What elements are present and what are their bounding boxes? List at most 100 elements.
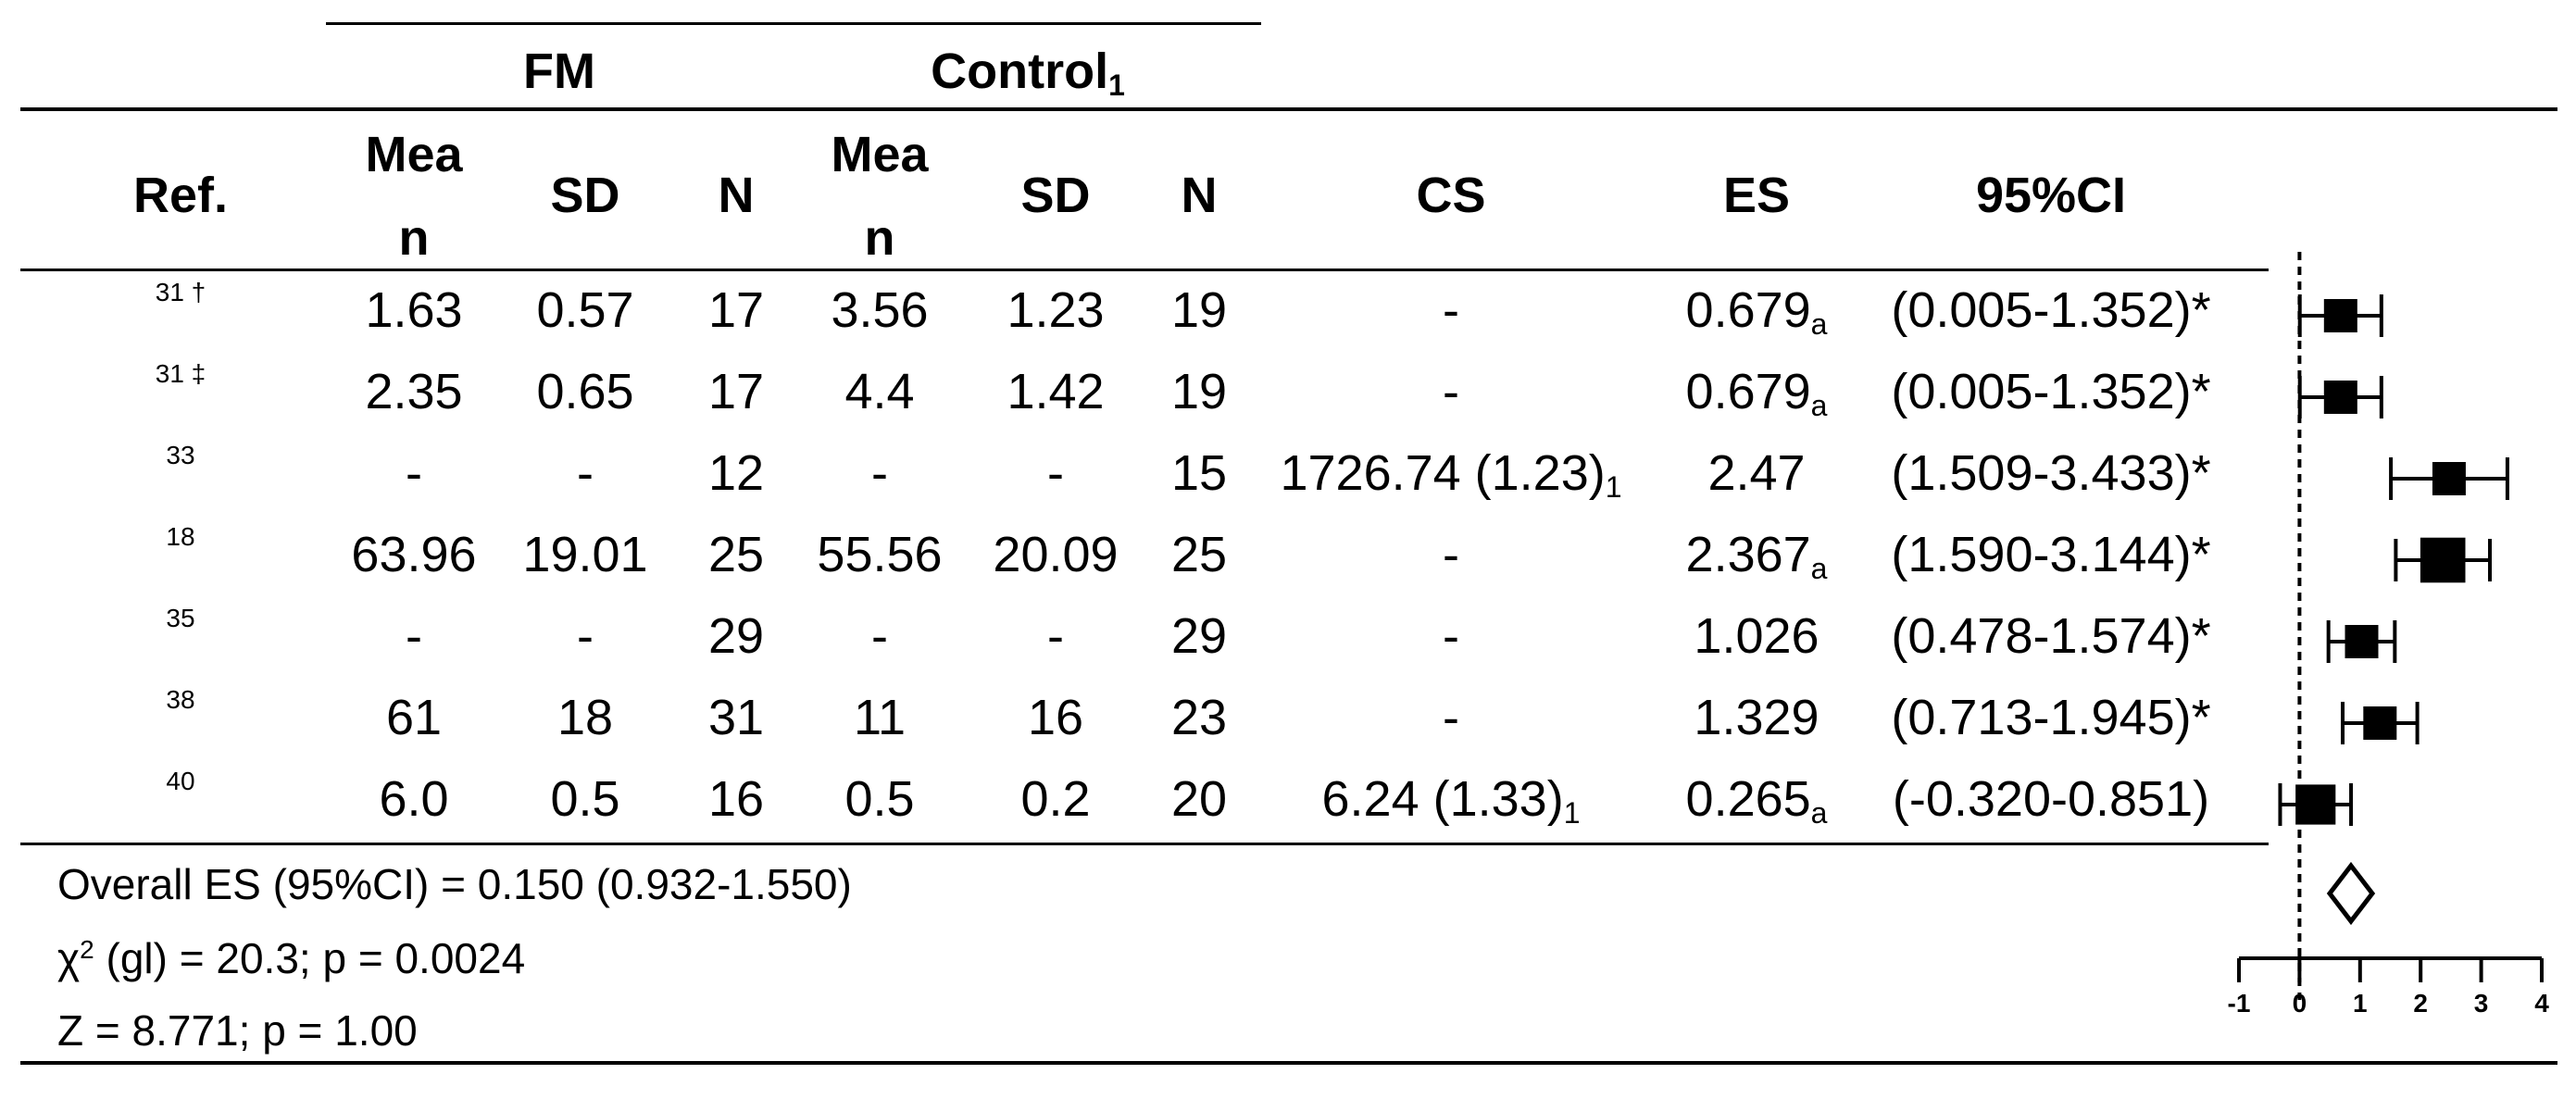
- fm-mean-cell: -: [406, 448, 422, 498]
- fm-n-cell-value: 12: [707, 445, 765, 501]
- ctl-mean-cell-value: 3.56: [831, 282, 929, 338]
- es-cell-value: 1.329: [1694, 690, 1819, 745]
- ctl-n-cell-value: 29: [1170, 608, 1228, 664]
- ctl-mean-cell-value: -: [871, 445, 888, 501]
- group-header-fm: FM: [523, 44, 595, 99]
- cs-cell: -: [1443, 693, 1459, 743]
- es-cell-subscript: a: [1810, 796, 1828, 830]
- ref-cell-value: 18: [166, 522, 195, 551]
- x-tick-label: 1: [2353, 989, 2368, 1018]
- cs-cell: -: [1443, 530, 1459, 580]
- ci-cell: (1.590-3.144)*: [1891, 530, 2210, 580]
- ctl-n-cell: 15: [1171, 448, 1227, 498]
- group-header-control-sub: 1: [1108, 69, 1125, 102]
- ctl-sd-cell-value: -: [1047, 445, 1064, 501]
- ctl-mean-cell: -: [871, 611, 888, 661]
- fm-mean-cell-value: -: [406, 445, 422, 501]
- effect-size-marker: [2323, 381, 2357, 414]
- ctl-sd-cell-value: 1.42: [1007, 364, 1105, 419]
- x-tick-label: 2: [2413, 989, 2428, 1018]
- fm-n-cell-value: 29: [707, 608, 765, 664]
- es-cell-value: 1.026: [1694, 608, 1819, 664]
- cs-cell: -: [1443, 611, 1459, 661]
- col-header-ci: 95%CI: [1975, 168, 2127, 223]
- fm-mean-cell-value: 2.35: [365, 364, 463, 419]
- group-header-rule: [326, 22, 1261, 25]
- ref-cell: 31 †: [156, 280, 206, 306]
- ref-cell-value: 33: [166, 441, 195, 469]
- ci-cell-value: (1.590-3.144)*: [1891, 527, 2211, 582]
- cs-cell-value: -: [1443, 527, 1459, 582]
- ctl-n-cell: 25: [1171, 530, 1227, 580]
- ref-cell-value: 31 †: [155, 278, 206, 306]
- es-cell: 0.679a: [1686, 367, 1828, 420]
- fm-mean-cell-value: 63.96: [351, 527, 477, 582]
- fm-n-cell-value: 31: [707, 690, 765, 745]
- fm-sd-cell: -: [577, 448, 594, 498]
- es-cell-value: 0.679: [1685, 282, 1811, 338]
- cs-cell-value: 1726.74 (1.23): [1280, 445, 1606, 501]
- ctl-sd-cell: 1.42: [1007, 367, 1104, 417]
- ctl-n-cell: 29: [1171, 611, 1227, 661]
- fm-mean-cell: -: [406, 611, 422, 661]
- cs-cell-value: -: [1443, 608, 1459, 664]
- cs-cell-value: 6.24 (1.33): [1321, 771, 1564, 827]
- ref-cell-value: 40: [166, 767, 195, 795]
- group-header-control-label: Control: [931, 44, 1109, 99]
- ctl-mean-cell-value: 0.5: [844, 771, 915, 827]
- ctl-mean-cell-value: -: [871, 608, 888, 664]
- fm-sd-cell-value: 0.57: [536, 282, 634, 338]
- cs-cell-value: -: [1443, 690, 1459, 745]
- ref-cell-value: 31 ‡: [155, 359, 206, 388]
- effect-size-marker: [2295, 784, 2336, 825]
- fm-sd-cell: 0.5: [550, 774, 619, 824]
- cs-cell-subscript: 1: [1605, 470, 1622, 504]
- ctl-n-cell-value: 23: [1170, 690, 1228, 745]
- overall-effect-size: Overall ES (95%CI) = 0.150 (0.932-1.550): [57, 860, 852, 908]
- ctl-mean-cell: 11: [854, 693, 906, 743]
- fm-mean-cell: 2.35: [365, 367, 462, 417]
- ref-cell: 40: [166, 768, 194, 794]
- fm-mean-cell-value: 61: [385, 690, 443, 745]
- fm-mean-cell-value: -: [406, 608, 422, 664]
- fm-mean-cell-value: 1.63: [365, 282, 463, 338]
- x-tick-label: 0: [2293, 989, 2307, 1018]
- chi-superscript: 2: [80, 935, 94, 964]
- heterogeneity-chi-square: χ2 (gl) = 20.3; p = 0.0024: [57, 937, 525, 980]
- effect-size-marker: [2432, 462, 2466, 495]
- es-cell-subscript: a: [1810, 389, 1828, 422]
- ci-cell: (0.005-1.352)*: [1891, 367, 2210, 417]
- ctl-n-cell: 19: [1171, 367, 1227, 417]
- col-header-ctl-n: N: [1181, 168, 1218, 223]
- fm-n-cell-value: 16: [707, 771, 765, 827]
- col-header-ctl-mean-1: Mea: [831, 127, 929, 182]
- fm-mean-cell-value: 6.0: [379, 771, 449, 827]
- z-statistic: Z = 8.771; p = 1.00: [57, 1006, 418, 1055]
- group-header-control: Control1: [931, 46, 1125, 100]
- fm-n-cell: 12: [708, 448, 764, 498]
- effect-size-marker: [2363, 706, 2397, 740]
- es-cell-value: 2.47: [1707, 445, 1806, 501]
- header-top-rule: [20, 107, 2557, 111]
- ctl-sd-cell: -: [1047, 611, 1064, 661]
- overall-diamond: [2326, 861, 2376, 926]
- ctl-mean-cell-value: 55.56: [817, 527, 943, 582]
- ctl-n-cell-value: 15: [1170, 445, 1228, 501]
- ci-cell: (1.509-3.433)*: [1891, 448, 2210, 498]
- fm-sd-cell-value: 18: [556, 690, 614, 745]
- ci-cell-value: (0.713-1.945)*: [1891, 690, 2211, 745]
- es-cell-value: 0.679: [1685, 364, 1811, 419]
- cs-cell: 6.24 (1.33)1: [1322, 774, 1581, 828]
- cs-cell: -: [1443, 367, 1459, 417]
- ctl-sd-cell: 0.2: [1020, 774, 1090, 824]
- ctl-n-cell-value: 19: [1170, 282, 1228, 338]
- fm-mean-cell: 1.63: [365, 285, 462, 335]
- ctl-sd-cell-value: 1.23: [1007, 282, 1105, 338]
- cs-cell: 1726.74 (1.23)1: [1280, 448, 1621, 502]
- ci-cell: (0.478-1.574)*: [1891, 611, 2210, 661]
- ref-cell: 33: [166, 443, 194, 468]
- es-cell-value: 0.265: [1685, 771, 1811, 827]
- cs-cell: -: [1443, 285, 1459, 335]
- ctl-n-cell-value: 25: [1170, 527, 1228, 582]
- fm-n-cell-value: 17: [707, 282, 765, 338]
